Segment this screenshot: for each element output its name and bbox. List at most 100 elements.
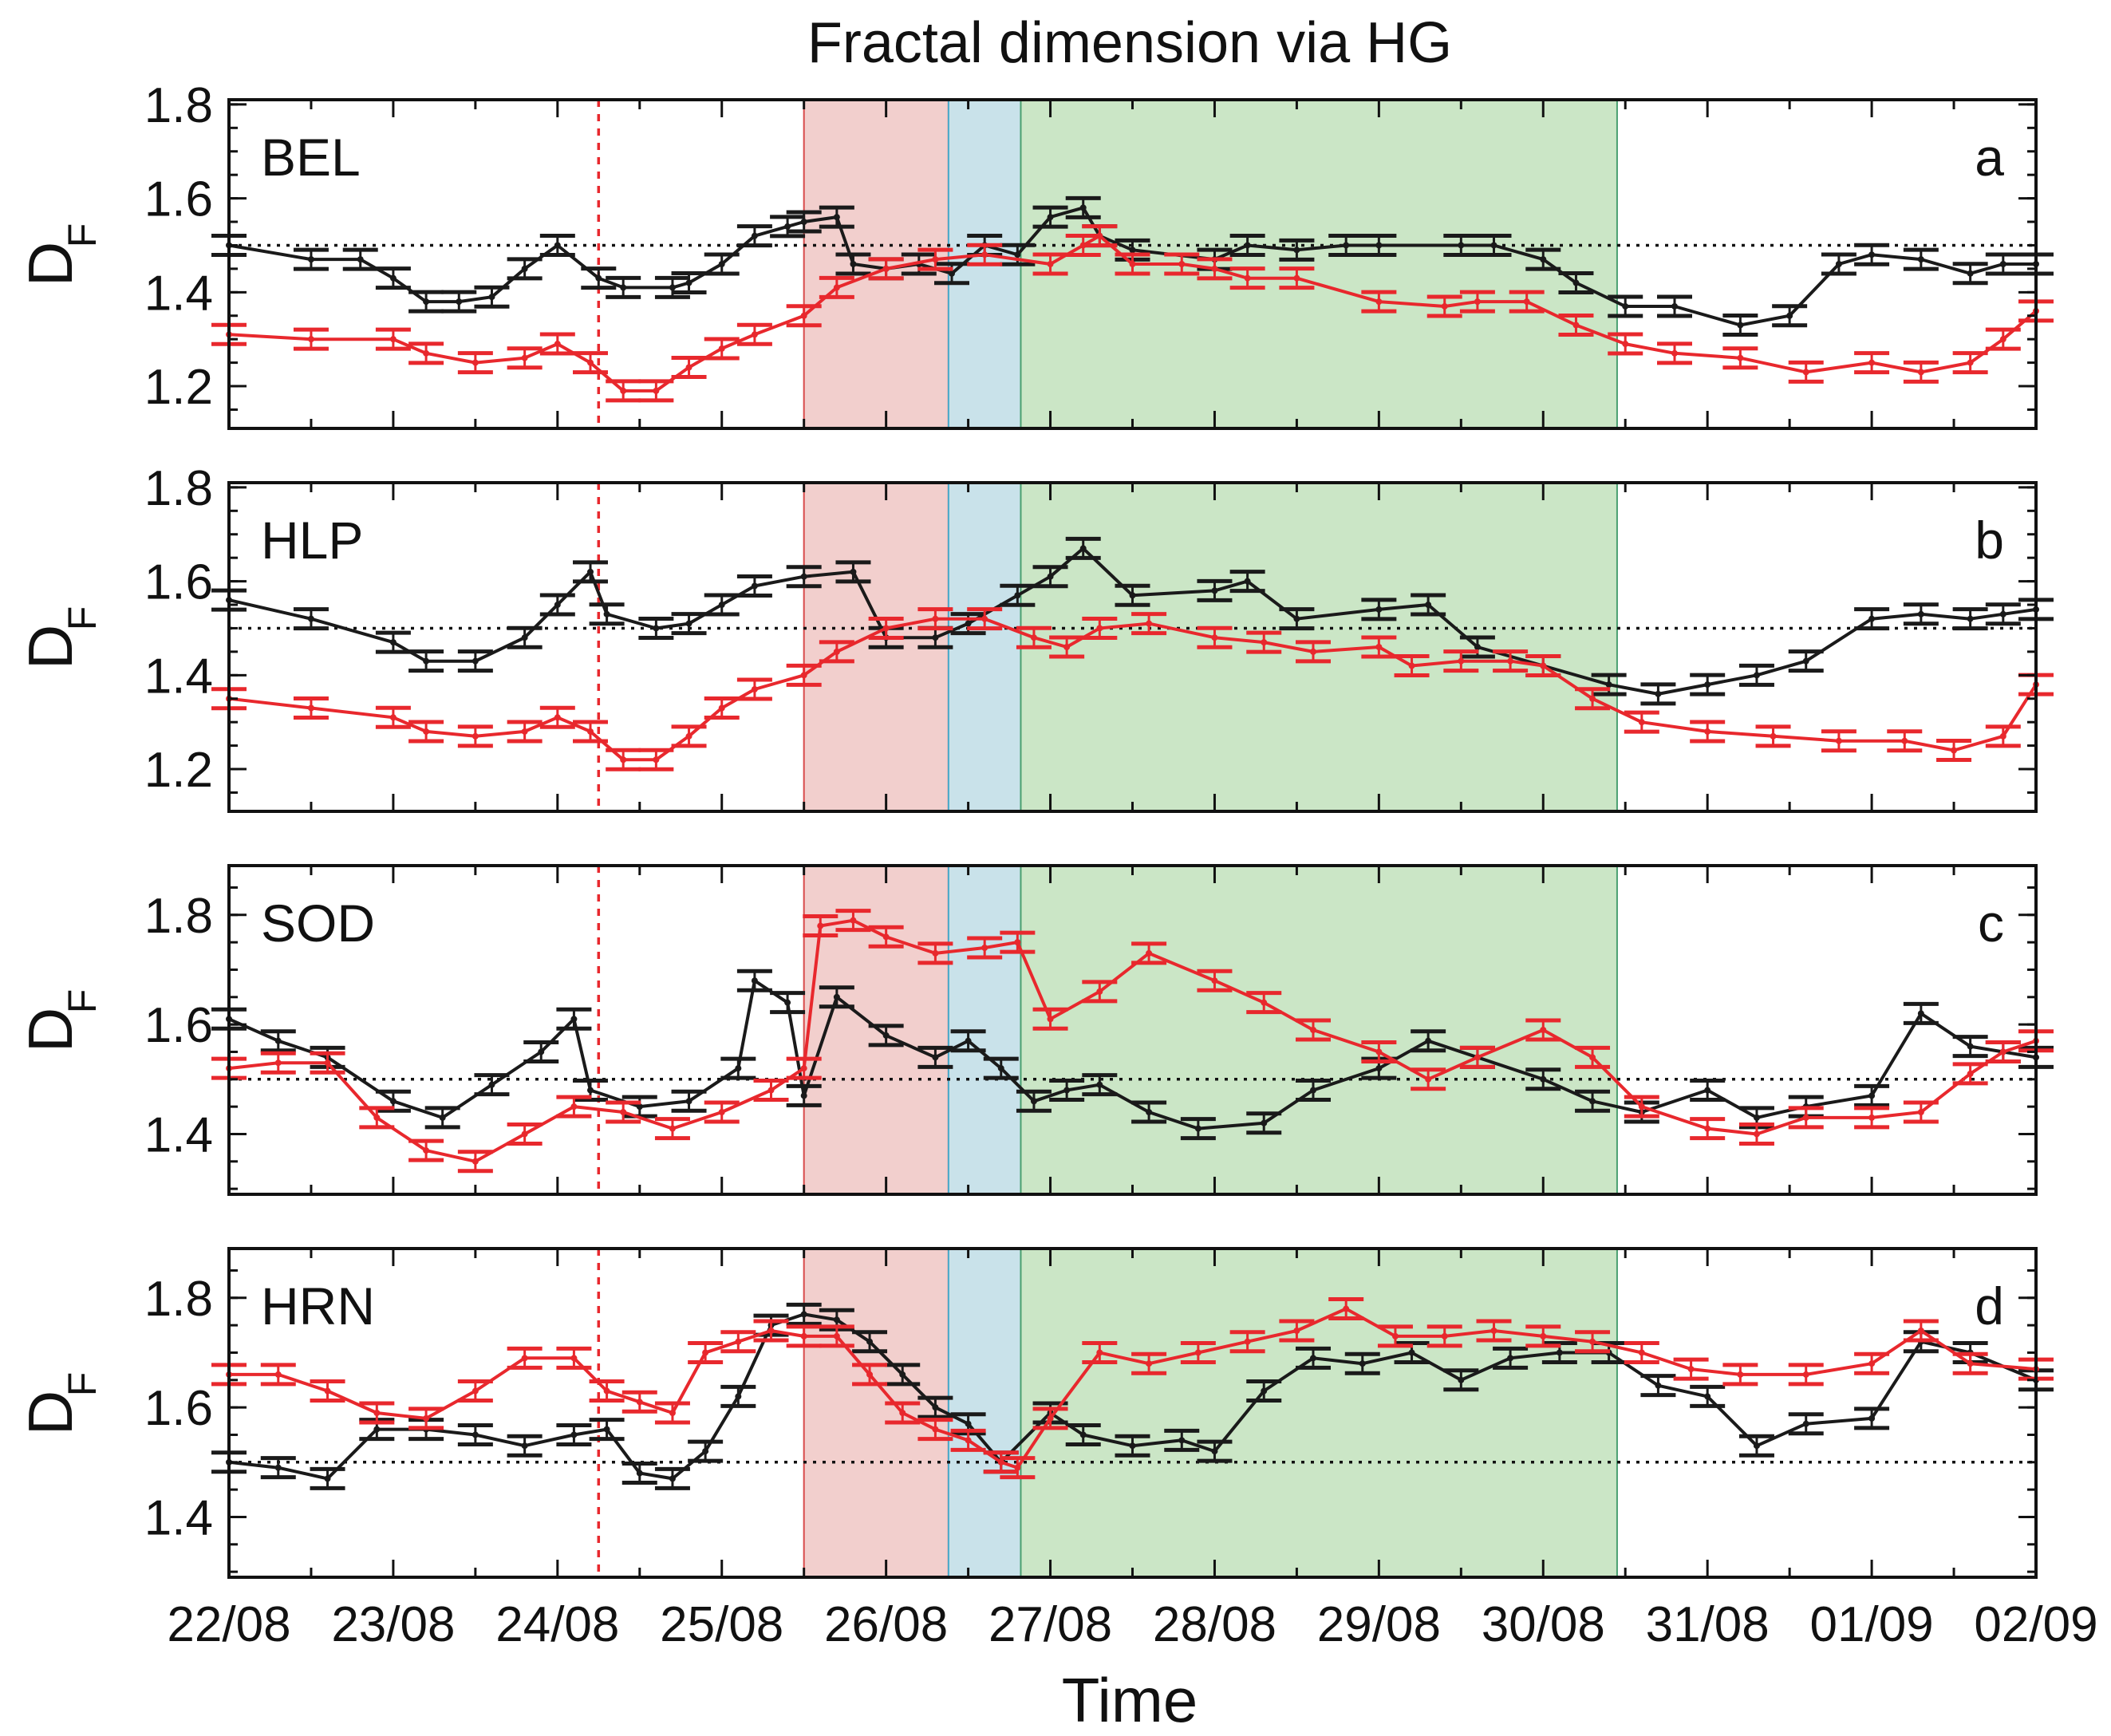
error-bar-marker [671, 355, 707, 379]
series-black [211, 1302, 2054, 1490]
data-point [1391, 1332, 1399, 1339]
error-bar-marker [589, 1418, 625, 1442]
x-tick-label: 28/08 [1153, 1597, 1276, 1652]
error-bar-marker [375, 630, 411, 654]
y-tick-label: 1.4 [144, 1490, 213, 1545]
error-bar-marker [474, 285, 510, 309]
data-point [1868, 1414, 1876, 1422]
data-point [702, 1448, 709, 1455]
data-point [1589, 1054, 1596, 1061]
error-bar-marker [1065, 195, 1101, 219]
data-point [1704, 1393, 1711, 1400]
data-point [423, 657, 430, 665]
data-point [1375, 1065, 1383, 1072]
error-bar-marker [1197, 625, 1233, 649]
error-bar-marker [720, 1056, 756, 1080]
error-bar-marker [621, 1390, 657, 1414]
error-bar-marker [441, 290, 477, 314]
error-bar-marker [408, 1138, 444, 1162]
panel-letter: c [1978, 894, 2004, 953]
data-point [1572, 322, 1580, 329]
panel-a: 1.2 1.4 1.6 1.8 DF BEL a [15, 78, 2054, 430]
data-point [1244, 274, 1251, 282]
error-bar-marker [457, 1379, 493, 1403]
data-point [882, 933, 890, 941]
error-bar-marker [819, 275, 854, 299]
data-point [1638, 719, 1645, 726]
error-bar-marker [1608, 332, 1643, 356]
error-bar-marker [671, 1089, 707, 1113]
error-bar-marker [736, 969, 772, 992]
error-bar-marker [1459, 1045, 1495, 1069]
error-bar-marker [408, 649, 444, 673]
data-point [1967, 1070, 1974, 1077]
data-point [965, 1437, 972, 1444]
data-point [1146, 949, 1153, 957]
error-bar-marker [260, 1456, 296, 1480]
data-point [1917, 1328, 1924, 1334]
error-bar-marker [1640, 682, 1676, 706]
series-black [211, 536, 2054, 706]
data-point [1589, 1098, 1596, 1105]
data-point [1589, 1338, 1596, 1345]
error-bar-marker [1082, 224, 1118, 248]
data-point [981, 251, 988, 258]
data-point [965, 620, 972, 627]
data-point [1753, 1442, 1760, 1450]
error-bar-marker [1032, 1407, 1068, 1430]
data-point [521, 1130, 528, 1138]
data-point [1293, 1328, 1300, 1334]
error-bar-marker [1394, 1340, 1430, 1364]
data-point [751, 331, 758, 338]
shaded-phase-1 [803, 1248, 949, 1578]
error-bar-marker [819, 1324, 854, 1348]
data-point [1014, 592, 1021, 599]
error-bar-marker [1985, 1040, 2021, 1063]
error-bar-marker [835, 252, 871, 276]
error-bar-marker [753, 1079, 789, 1103]
error-bar-marker [1608, 294, 1643, 318]
error-bar-marker [1575, 1330, 1611, 1354]
data-point [1375, 1048, 1383, 1055]
data-point [274, 1059, 282, 1067]
error-bar-marker [1509, 290, 1545, 314]
data-point [1802, 369, 1809, 376]
y-tick-label: 1.6 [144, 998, 213, 1053]
data-point [1868, 615, 1876, 622]
series-red [211, 224, 2054, 403]
shaded-phase-1 [803, 865, 949, 1195]
x-tick-label: 29/08 [1317, 1597, 1441, 1652]
error-bar-marker [1049, 635, 1085, 659]
data-point [669, 1410, 676, 1416]
error-bar-marker [1065, 1422, 1101, 1446]
data-point [702, 1349, 709, 1356]
data-point [735, 1065, 742, 1072]
data-point [595, 274, 602, 282]
error-bar-marker [1082, 1340, 1118, 1364]
data-point [1802, 657, 1809, 665]
error-bar-marker [770, 991, 806, 1015]
error-bar-marker [523, 1040, 559, 1063]
data-point [1261, 1119, 1268, 1126]
data-point [997, 1458, 1004, 1466]
data-point [1917, 1109, 1924, 1115]
error-bar-marker [507, 346, 543, 370]
data-point [669, 1125, 676, 1132]
data-point [833, 648, 840, 655]
y-axis-label-subscript: F [60, 1372, 105, 1397]
data-point [1507, 1355, 1514, 1362]
data-point [1655, 1382, 1662, 1389]
data-point [1474, 1054, 1481, 1061]
data-point [1687, 1366, 1695, 1373]
shaded-phase-3 [1020, 482, 1618, 812]
error-bar-marker [1344, 1351, 1380, 1375]
error-bar-marker [1525, 247, 1561, 271]
data-point [882, 265, 890, 272]
error-bar-marker [1525, 654, 1561, 678]
error-bar-marker [704, 1100, 740, 1124]
data-point [1425, 1075, 1432, 1083]
y-axis-label-main: D [15, 625, 85, 669]
error-bar-marker [1197, 257, 1233, 281]
error-bar-marker [852, 1330, 888, 1354]
